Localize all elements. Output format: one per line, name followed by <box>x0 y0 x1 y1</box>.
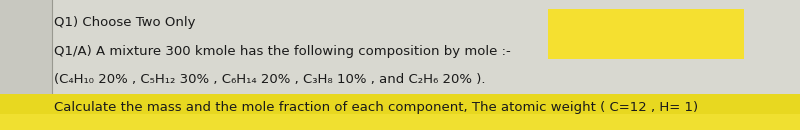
Text: (C₄H₁₀ 20% , C₅H₁₂ 30% , C₆H₁₄ 20% , C₃H₈ 10% , and C₂H₆ 20% ).: (C₄H₁₀ 20% , C₅H₁₂ 30% , C₆H₁₄ 20% , C₃H… <box>54 73 486 86</box>
Bar <box>0 114 800 130</box>
Text: Q1) Choose Two Only: Q1) Choose Two Only <box>54 16 196 29</box>
Bar <box>548 9 744 58</box>
Bar <box>0 94 800 117</box>
Text: Calculate the mass and the mole fraction of each component, The atomic weight ( : Calculate the mass and the mole fraction… <box>54 101 698 114</box>
Bar <box>0 0 52 130</box>
Text: Q1/A) A mixture 300 kmole has the following composition by mole :-: Q1/A) A mixture 300 kmole has the follow… <box>54 46 511 58</box>
